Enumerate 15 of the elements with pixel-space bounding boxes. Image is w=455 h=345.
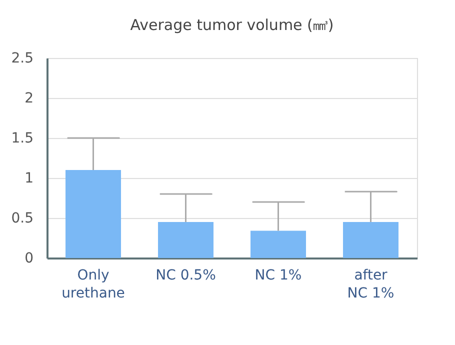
bar — [250, 230, 306, 258]
x-tick-label: NC 0.5% — [156, 268, 216, 284]
y-tick-label: 0.5 — [11, 210, 34, 226]
y-tick-label: 0 — [24, 250, 34, 266]
y-tick-label: 1 — [24, 170, 34, 186]
bar — [343, 222, 398, 258]
x-tick-label: NC 1% — [254, 268, 302, 284]
y-tick-label: 2 — [24, 90, 34, 106]
x-tick-label: after NC 1% — [347, 268, 394, 302]
bar — [158, 222, 214, 258]
bar — [66, 170, 121, 258]
y-tick-label: 2.5 — [11, 50, 34, 66]
chart-title: Average tumor volume (㎣) — [130, 16, 334, 34]
y-tick-label: 1.5 — [11, 130, 34, 146]
x-tick-label: Only urethane — [62, 268, 125, 302]
